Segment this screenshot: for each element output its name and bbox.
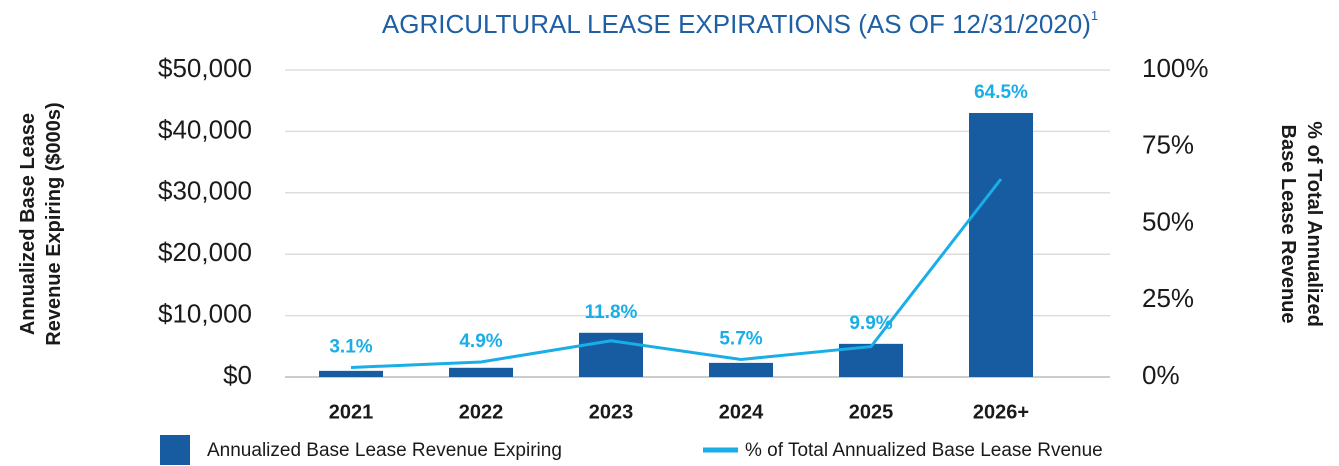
bar — [969, 112, 1033, 377]
y2-tick-label: 25% — [1142, 283, 1194, 313]
data-label: 64.5% — [974, 82, 1028, 103]
x-tick-label: 2025 — [849, 401, 894, 423]
y2-tick-label: 50% — [1142, 206, 1194, 236]
data-label: 4.9% — [459, 331, 502, 352]
y-tick-label: $20,000 — [158, 237, 252, 267]
title-text: AGRICULTURAL LEASE EXPIRATIONS (AS OF 12… — [382, 9, 1091, 39]
bar — [709, 362, 773, 377]
data-label: 5.7% — [719, 329, 762, 350]
y2-axis-title-line: Base Lease Revenue — [1277, 124, 1299, 323]
y2-tick-label: 100% — [1142, 53, 1209, 83]
x-tick-label: 2021 — [329, 401, 374, 423]
chart-title: AGRICULTURAL LEASE EXPIRATIONS (AS OF 12… — [382, 8, 1098, 38]
legend-label: % of Total Annualized Base Lease Rvenue — [745, 440, 1103, 461]
y2-tick-label: 0% — [1142, 360, 1180, 390]
y-axis-title: Annualized Base Lease Revenue Expiring ($… — [17, 102, 65, 345]
y-axis-title-line: Annualized Base Lease — [17, 113, 39, 335]
y2-tick-label: 75% — [1142, 130, 1194, 160]
data-label: 11.8% — [585, 302, 638, 323]
y-tick-label: $10,000 — [158, 298, 252, 328]
y-axis-title-line: Revenue Expiring ($000s) — [43, 102, 65, 345]
x-tick-label: 2026+ — [973, 401, 1029, 423]
x-tick-label: 2023 — [589, 401, 634, 423]
y-tick-label: $40,000 — [158, 114, 252, 144]
y-tick-label: $30,000 — [158, 176, 252, 206]
x-tick-label: 2024 — [719, 401, 764, 423]
title-superscript: 1 — [1091, 8, 1098, 23]
data-label: 3.1% — [329, 336, 372, 357]
bar — [319, 370, 383, 377]
legend-swatch — [160, 435, 190, 465]
y2-axis-title-line: % of Total Annualized — [1303, 121, 1325, 327]
data-label: 9.9% — [849, 313, 892, 334]
x-tick-label: 2022 — [459, 401, 504, 423]
line — [350, 178, 1003, 369]
y-tick-label: $50,000 — [158, 53, 252, 83]
y2-axis-title: % of Total AnnualizedBase Lease Revenue — [1277, 121, 1325, 327]
bar — [449, 367, 513, 377]
legend-label: Annualized Base Lease Revenue Expiring — [207, 440, 562, 461]
y-tick-label: $0 — [223, 360, 252, 390]
